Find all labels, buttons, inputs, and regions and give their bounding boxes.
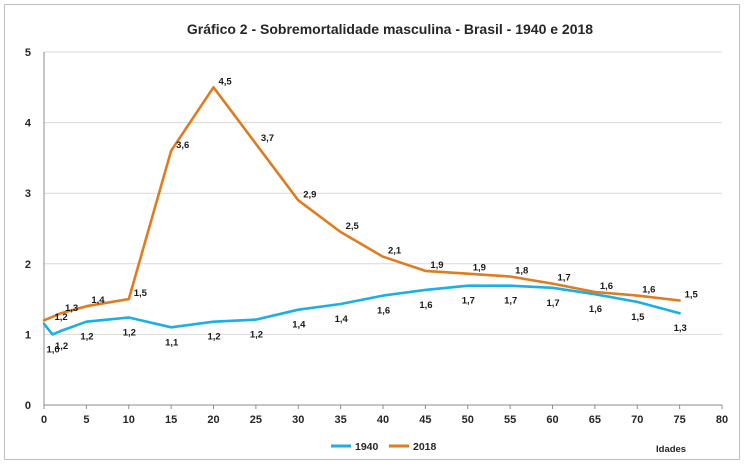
data-label-2018: 1,5 — [685, 290, 699, 301]
grid — [44, 51, 722, 335]
x-tick-label: 30 — [292, 414, 304, 426]
legend-label-1940: 1940 — [355, 441, 379, 453]
data-label-2018: 1,9 — [473, 263, 486, 274]
data-label-2018: 1,5 — [134, 288, 148, 299]
x-tick-label: 60 — [546, 414, 558, 426]
data-label-2018: 1,7 — [558, 273, 571, 284]
data-label-1940: 1,3 — [674, 323, 687, 334]
x-tick-label: 50 — [462, 414, 474, 426]
y-tick-label: 3 — [25, 188, 31, 200]
x-tick-label: 35 — [335, 414, 347, 426]
data-label-2018: 1,4 — [91, 295, 105, 306]
data-label-1940: 1,5 — [631, 312, 645, 323]
data-label-2018: 1,6 — [600, 281, 613, 292]
y-tick-label: 5 — [25, 47, 31, 59]
data-label-2018: 1,2 — [54, 312, 67, 323]
x-tick-label: 0 — [41, 414, 47, 426]
data-label-2018: 2,9 — [303, 189, 316, 200]
x-tick-label: 45 — [419, 414, 431, 426]
legend: 1940 2018 — [331, 441, 437, 453]
data-label-1940: 1,2 — [208, 332, 221, 343]
x-tick-label: 70 — [631, 414, 643, 426]
data-label-2018: 1,9 — [430, 260, 443, 271]
x-tick-label: 20 — [207, 414, 219, 426]
data-label-2018: 1,8 — [515, 266, 528, 277]
data-label-2018: 2,1 — [388, 246, 402, 257]
x-tick-label: 25 — [250, 414, 262, 426]
x-tick-label: 40 — [377, 414, 389, 426]
data-label-1940: 1,4 — [335, 314, 349, 325]
data-label-1940: 1,0 — [46, 344, 59, 355]
data-label-1940: 1,6 — [377, 306, 390, 317]
x-tick-label: 75 — [674, 414, 686, 426]
x-tick-label: 5 — [83, 414, 89, 426]
x-tick-label: 65 — [589, 414, 601, 426]
x-axis-label: Idades — [656, 444, 686, 455]
y-tick-label: 1 — [25, 329, 31, 341]
data-label-1940: 1,2 — [250, 330, 263, 341]
data-label-1940: 1,7 — [504, 296, 517, 307]
data-label-1940: 1,1 — [165, 337, 179, 348]
chart-frame — [4, 4, 740, 460]
data-label-2018: 1,6 — [642, 285, 655, 296]
series-line-2018 — [42, 86, 681, 322]
x-tick-label: 80 — [716, 414, 728, 426]
data-labels: 1,01,21,2 1,21,11,2 1,21,41,41,61,6 1,7 1,7 1… — [46, 76, 698, 355]
legend-label-2018: 2018 — [413, 441, 437, 453]
data-label-1940: 1,7 — [462, 296, 475, 307]
x-tick-label: 15 — [165, 414, 177, 426]
data-label-2018: 3,6 — [176, 140, 189, 151]
series-lines — [42, 86, 681, 336]
data-label-2018: 1,3 — [65, 303, 78, 314]
x-tick-label: 10 — [123, 414, 135, 426]
data-label-2018: 4,5 — [219, 76, 233, 87]
data-label-1940: 1,6 — [589, 304, 602, 315]
x-tick-label: 55 — [504, 414, 516, 426]
y-tick-label: 4 — [25, 118, 32, 130]
axes — [43, 52, 723, 409]
data-label-2018: 3,7 — [261, 133, 274, 144]
series-line-1940 — [42, 284, 681, 336]
data-label-2018: 2,5 — [346, 221, 360, 232]
y-tick-label: 2 — [25, 259, 31, 271]
data-label-1940: 1,2 — [123, 327, 136, 338]
data-label-1940: 1,2 — [55, 341, 68, 352]
data-label-1940: 1,4 — [292, 320, 306, 331]
chart-title: Gráfico 2 - Sobremortalidade masculina -… — [187, 21, 593, 37]
data-label-1940: 1,7 — [547, 298, 560, 309]
y-tick-label: 0 — [25, 400, 31, 412]
data-label-1940: 1,2 — [80, 332, 93, 343]
data-label-1940: 1,6 — [419, 300, 432, 311]
